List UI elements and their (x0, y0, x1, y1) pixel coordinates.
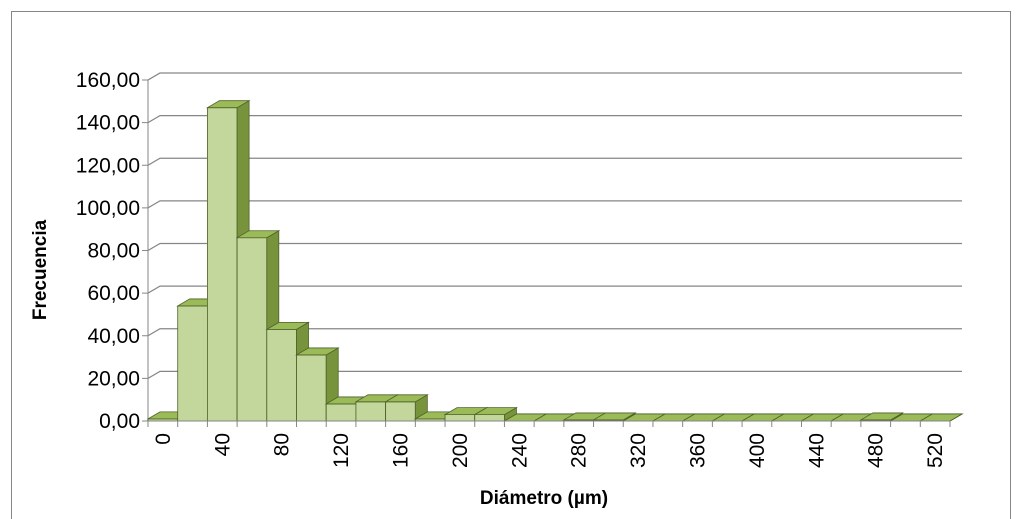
y-axis: 0,00 20,00 40,00 60,00 80,00 100,00 120,00 140,… (76, 69, 148, 433)
bar-front (266, 328, 297, 422)
bar (295, 347, 340, 422)
bar-top (295, 347, 340, 356)
y-tick-label: 20,00 (87, 367, 140, 390)
bar-top (859, 412, 905, 421)
gridline (147, 328, 962, 337)
y-tick-label: 120,00 (76, 154, 140, 177)
bar-front (355, 401, 387, 422)
gridline (147, 114, 962, 124)
y-tick-label: 0,00 (99, 410, 140, 433)
bar-top (235, 230, 281, 239)
bar (384, 394, 429, 422)
x-tick-label: 480 (865, 433, 888, 468)
x-tick-label: 0 (152, 433, 175, 445)
bar-front (207, 107, 238, 422)
x-tick-label: 240 (508, 433, 531, 468)
x-tick-label: 360 (687, 433, 710, 468)
x-tick-label: 200 (449, 433, 472, 468)
gridline (147, 72, 962, 81)
x-tick-label: 160 (389, 433, 412, 468)
bars (146, 100, 964, 422)
y-tick-label: 160,00 (76, 69, 140, 92)
x-tick-label: 440 (805, 433, 828, 468)
bar-top (205, 100, 251, 109)
bar-front (236, 237, 268, 422)
gridline (147, 157, 962, 166)
gridline (147, 200, 962, 209)
gridline (147, 242, 962, 252)
x-axis-title: Diámetro (µm) (480, 488, 608, 509)
x-tick-label: 280 (568, 433, 591, 468)
gridlines (147, 72, 962, 422)
y-tick-label: 40,00 (87, 325, 140, 348)
bar-front (177, 305, 208, 422)
y-tick-label: 100,00 (76, 197, 140, 220)
gridline (147, 370, 962, 379)
chart-border (11, 11, 1011, 519)
bar-top (473, 407, 518, 416)
bar (918, 413, 964, 422)
bar-front (444, 414, 476, 422)
x-tick-label: 120 (330, 433, 353, 468)
x-tick-label: 400 (746, 433, 769, 468)
y-tick-label: 140,00 (76, 112, 140, 135)
bar-front (474, 414, 505, 422)
bar-front (296, 354, 327, 422)
bar-front (325, 403, 357, 422)
x-axis: 0 40 80 120 160 200 240 280 320 360 400 440 480 520 (147, 420, 951, 468)
bar-top (265, 321, 310, 330)
x-tick-label: 40 (211, 433, 234, 456)
bar-top (384, 394, 429, 403)
y-axis-title: Frecuencia (30, 219, 51, 320)
y-tick-label: 60,00 (87, 282, 140, 305)
gridline (147, 285, 962, 294)
bar-front (385, 401, 416, 422)
y-tick-label: 80,00 (87, 240, 140, 263)
x-tick-label: 320 (627, 433, 650, 468)
x-tick-label: 520 (924, 433, 947, 468)
x-tick-label: 80 (271, 433, 294, 456)
bar-top (592, 412, 637, 421)
